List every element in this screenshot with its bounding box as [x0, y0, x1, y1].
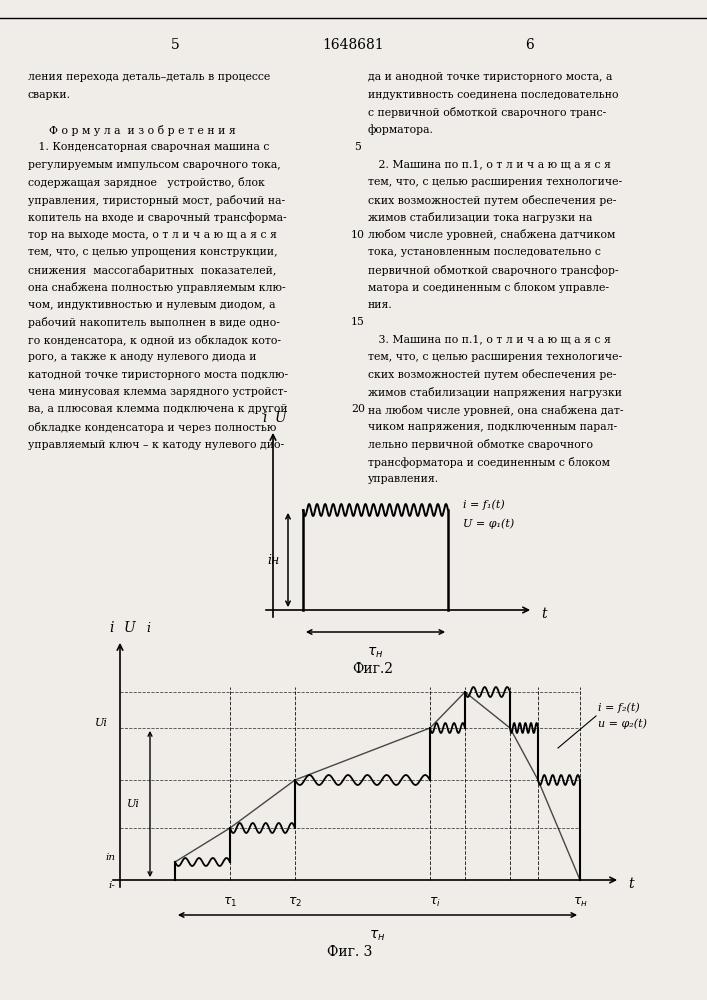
Text: тор на выходе моста, о т л и ч а ю щ а я с я: тор на выходе моста, о т л и ч а ю щ а я…: [28, 230, 277, 239]
Text: трансформатора и соединенным с блоком: трансформатора и соединенным с блоком: [368, 457, 610, 468]
Text: iн: iн: [268, 554, 280, 566]
Text: да и анодной точке тиристорного моста, а: да и анодной точке тиристорного моста, а: [368, 72, 612, 82]
Text: Фиг.2: Фиг.2: [353, 662, 394, 676]
Text: 5: 5: [170, 38, 180, 52]
Text: обкладке конденсатора и через полностью: обкладке конденсатора и через полностью: [28, 422, 276, 433]
Text: 20: 20: [351, 404, 365, 414]
Text: ва, а плюсовая клемма подключена к другой: ва, а плюсовая клемма подключена к друго…: [28, 404, 288, 414]
Text: содержащая зарядное   устройство, блок: содержащая зарядное устройство, блок: [28, 177, 265, 188]
Text: 3. Машина по п.1, о т л и ч а ю щ а я с я: 3. Машина по п.1, о т л и ч а ю щ а я с …: [368, 334, 611, 344]
Text: 1648681: 1648681: [322, 38, 384, 52]
Text: ния.: ния.: [368, 300, 393, 310]
Text: $\tau_i$: $\tau_i$: [429, 896, 441, 909]
Text: i: i: [146, 622, 150, 635]
Text: Ui: Ui: [95, 718, 108, 728]
Text: 5: 5: [355, 142, 361, 152]
Text: тока, установленным последовательно с: тока, установленным последовательно с: [368, 247, 601, 257]
Text: 10: 10: [351, 230, 365, 239]
Text: жимов стабилизации тока нагрузки на: жимов стабилизации тока нагрузки на: [368, 212, 592, 223]
Text: Ui: Ui: [127, 799, 140, 809]
Text: i = f₁(t): i = f₁(t): [463, 500, 505, 510]
Text: управления, тиристорный мост, рабочий на-: управления, тиристорный мост, рабочий на…: [28, 194, 285, 206]
Text: рабочий накопитель выполнен в виде одно-: рабочий накопитель выполнен в виде одно-: [28, 317, 280, 328]
Text: с первичной обмоткой сварочного транс-: с первичной обмоткой сварочного транс-: [368, 107, 606, 118]
Text: копитель на входе и сварочный трансформа-: копитель на входе и сварочный трансформа…: [28, 212, 286, 223]
Text: индуктивность соединена последовательно: индуктивность соединена последовательно: [368, 90, 619, 100]
Text: U = φ₁(t): U = φ₁(t): [463, 519, 514, 529]
Text: U: U: [124, 621, 136, 635]
Text: на любом числе уровней, она снабжена дат-: на любом числе уровней, она снабжена дат…: [368, 404, 624, 416]
Text: тем, что, с целью расширения технологиче-: тем, что, с целью расширения технологиче…: [368, 177, 622, 187]
Text: i-: i-: [108, 880, 115, 890]
Text: i = f₂(t): i = f₂(t): [598, 703, 640, 713]
Text: t: t: [628, 877, 633, 891]
Text: i: i: [110, 621, 115, 635]
Text: любом числе уровней, снабжена датчиком: любом числе уровней, снабжена датчиком: [368, 230, 615, 240]
Text: 2. Машина по п.1, о т л и ч а ю щ а я с я: 2. Машина по п.1, о т л и ч а ю щ а я с …: [368, 159, 611, 169]
Text: $\tau_н$: $\tau_н$: [369, 929, 386, 943]
Text: рого, а также к аноду нулевого диода и: рого, а также к аноду нулевого диода и: [28, 352, 257, 362]
Text: катодной точке тиристорного моста подклю-: катодной точке тиристорного моста подклю…: [28, 369, 288, 379]
Text: Ф о р м у л а  и з о б р е т е н и я: Ф о р м у л а и з о б р е т е н и я: [28, 124, 235, 135]
Text: матора и соединенным с блоком управле-: матора и соединенным с блоком управле-: [368, 282, 609, 293]
Text: t: t: [541, 607, 547, 621]
Text: снижения  массогабаритных  показателей,: снижения массогабаритных показателей,: [28, 264, 276, 275]
Text: го конденсатора, к одной из обкладок кото-: го конденсатора, к одной из обкладок кот…: [28, 334, 281, 346]
Text: лельно первичной обмотке сварочного: лельно первичной обмотке сварочного: [368, 440, 593, 450]
Text: 6: 6: [525, 38, 534, 52]
Text: $\tau_2$: $\tau_2$: [288, 896, 302, 909]
Text: тем, что, с целью расширения технологиче-: тем, что, с целью расширения технологиче…: [368, 352, 622, 362]
Text: первичной обмоткой сварочного трансфор-: первичной обмоткой сварочного трансфор-: [368, 264, 619, 275]
Text: u = φ₂(t): u = φ₂(t): [598, 719, 647, 729]
Text: она снабжена полностью управляемым клю-: она снабжена полностью управляемым клю-: [28, 282, 286, 293]
Text: ских возможностей путем обеспечения ре-: ских возможностей путем обеспечения ре-: [368, 194, 617, 206]
Text: $\tau_н$: $\tau_н$: [573, 896, 588, 909]
Text: ления перехода деталь–деталь в процессе: ления перехода деталь–деталь в процессе: [28, 72, 270, 82]
Text: чом, индуктивностью и нулевым диодом, а: чом, индуктивностью и нулевым диодом, а: [28, 300, 276, 310]
Text: i: i: [263, 411, 267, 425]
Text: регулируемым импульсом сварочного тока,: регулируемым импульсом сварочного тока,: [28, 159, 281, 169]
Text: 1. Конденсаторная сварочная машина с: 1. Конденсаторная сварочная машина с: [28, 142, 269, 152]
Text: ских возможностей путем обеспечения ре-: ских возможностей путем обеспечения ре-: [368, 369, 617, 380]
Text: управления.: управления.: [368, 475, 439, 485]
Text: U: U: [275, 411, 287, 425]
Text: чиком напряжения, подключенным парал-: чиком напряжения, подключенным парал-: [368, 422, 617, 432]
Text: управляемый ключ – к катоду нулевого дио-: управляемый ключ – к катоду нулевого дио…: [28, 440, 284, 450]
Text: сварки.: сварки.: [28, 90, 71, 100]
Text: 15: 15: [351, 317, 365, 327]
Text: тем, что, с целью упрощения конструкции,: тем, что, с целью упрощения конструкции,: [28, 247, 278, 257]
Text: жимов стабилизации напряжения нагрузки: жимов стабилизации напряжения нагрузки: [368, 387, 622, 398]
Text: $\tau_1$: $\tau_1$: [223, 896, 237, 909]
Text: чена минусовая клемма зарядного устройст-: чена минусовая клемма зарядного устройст…: [28, 387, 287, 397]
Text: $\tau_н$: $\tau_н$: [368, 646, 384, 660]
Text: iп: iп: [105, 852, 115, 861]
Text: форматора.: форматора.: [368, 124, 434, 135]
Text: Фиг. 3: Фиг. 3: [327, 945, 373, 959]
